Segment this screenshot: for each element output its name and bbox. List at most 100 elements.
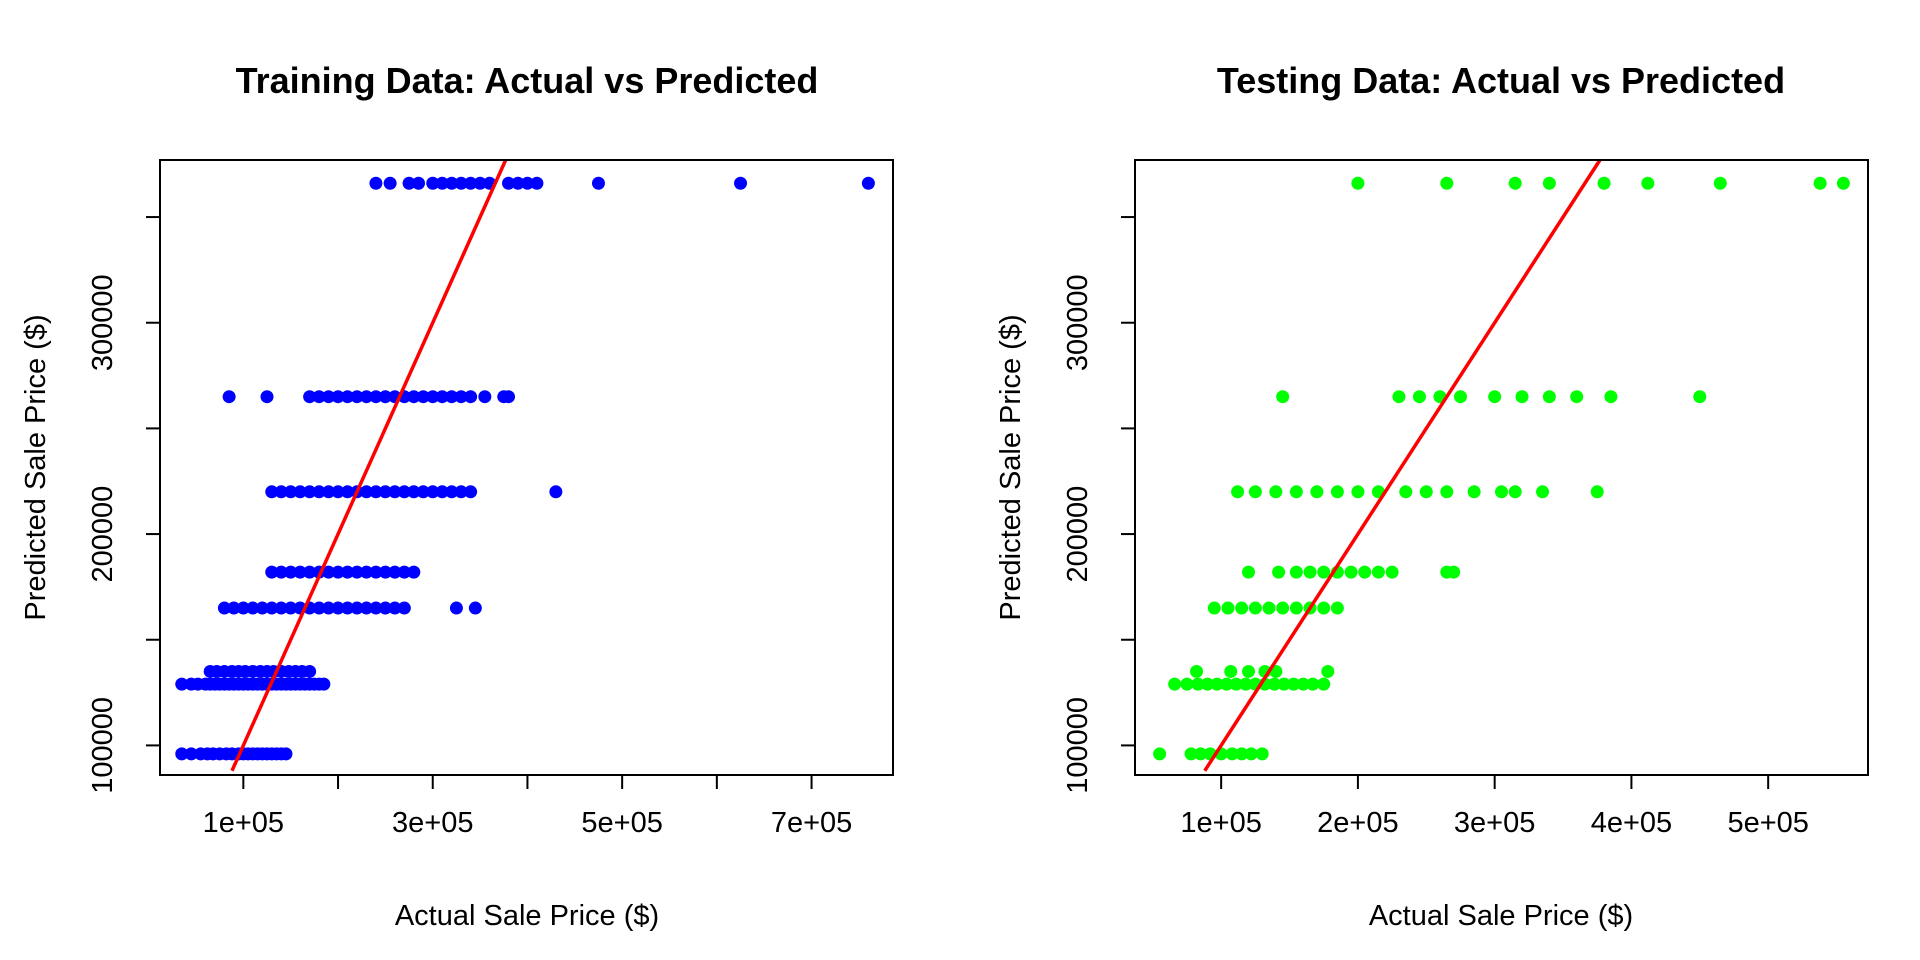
testing-data-point — [1277, 677, 1291, 691]
training-data-point — [303, 390, 317, 404]
training-data-point — [426, 176, 440, 190]
testing-x-tick-label: 2e+05 — [1317, 807, 1398, 839]
training-data-point — [478, 390, 492, 404]
training-data-point — [303, 485, 317, 499]
testing-data-point — [1210, 677, 1224, 691]
testing-data-point — [1180, 677, 1194, 691]
testing-data-point — [1242, 565, 1256, 579]
training-data-point — [331, 565, 345, 579]
training-data-point — [284, 565, 298, 579]
training-data-point — [312, 390, 326, 404]
training-x-tick-label: 5e+05 — [581, 807, 662, 839]
training-data-point — [511, 176, 525, 190]
testing-data-point — [1604, 390, 1618, 404]
training-data-point — [274, 565, 288, 579]
testing-data-point — [1306, 677, 1320, 691]
testing-data-point — [1536, 485, 1550, 499]
training-data-point — [284, 485, 298, 499]
training-data-point — [175, 747, 189, 761]
training-data-point — [397, 565, 411, 579]
training-data-point — [322, 485, 336, 499]
training-data-point — [549, 485, 563, 499]
testing-data-point — [1248, 485, 1262, 499]
training-data-point — [369, 390, 383, 404]
training-data-point — [369, 565, 383, 579]
testing-panel: Testing Data: Actual vs Predicted Actual… — [995, 60, 1869, 932]
testing-data-point — [1508, 176, 1522, 190]
training-y-tick-label: 100000 — [87, 697, 119, 794]
training-data-point — [502, 390, 516, 404]
training-data-point — [341, 390, 355, 404]
testing-data-point — [1488, 390, 1502, 404]
testing-data-point — [1836, 176, 1850, 190]
training-data-point — [464, 485, 478, 499]
testing-data-point — [1296, 677, 1310, 691]
training-data-point — [388, 565, 402, 579]
training-data-point — [303, 565, 317, 579]
training-data-point — [293, 485, 307, 499]
testing-data-point — [1813, 176, 1827, 190]
testing-data-point — [1310, 485, 1324, 499]
testing-data-point — [1713, 176, 1727, 190]
training-data-point — [454, 485, 468, 499]
training-data-point — [293, 565, 307, 579]
testing-x-tick-label: 3e+05 — [1454, 807, 1535, 839]
training-data-point — [435, 390, 449, 404]
testing-data-point — [1330, 485, 1344, 499]
training-data-point — [350, 601, 364, 615]
testing-data-point — [1508, 485, 1522, 499]
testing-data-point — [1221, 601, 1235, 615]
testing-data-point — [1276, 601, 1290, 615]
testing-data-point — [1317, 677, 1331, 691]
testing-data-point — [1289, 485, 1303, 499]
training-y-axis-label: Predicted Sale Price ($) — [20, 314, 52, 620]
testing-data-point — [1693, 390, 1707, 404]
training-x-tick-label: 7e+05 — [771, 807, 852, 839]
training-data-point — [449, 601, 463, 615]
training-data-point — [341, 565, 355, 579]
training-data-point — [445, 485, 459, 499]
training-points — [175, 176, 875, 761]
testing-data-point — [1235, 747, 1249, 761]
testing-data-point — [1303, 565, 1317, 579]
training-data-point — [359, 485, 373, 499]
testing-y-axis-label: Predicted Sale Price ($) — [995, 314, 1027, 620]
testing-data-point — [1597, 176, 1611, 190]
training-data-point — [402, 176, 416, 190]
testing-data-point — [1255, 747, 1269, 761]
testing-x-tick-label: 1e+05 — [1180, 807, 1261, 839]
training-data-point — [312, 485, 326, 499]
training-data-point — [378, 601, 392, 615]
testing-data-point — [1287, 677, 1301, 691]
training-data-point — [184, 747, 198, 761]
testing-data-point — [1440, 485, 1454, 499]
testing-data-point — [1190, 664, 1204, 678]
training-data-point — [426, 485, 440, 499]
training-data-point — [454, 176, 468, 190]
testing-y-tick-label: 200000 — [1062, 486, 1094, 583]
training-data-point — [260, 390, 274, 404]
training-data-point — [217, 601, 231, 615]
training-data-point — [383, 176, 397, 190]
training-data-point — [369, 176, 383, 190]
testing-data-point — [1515, 390, 1529, 404]
training-data-point — [359, 390, 373, 404]
testing-plot-frame — [1134, 159, 1869, 776]
testing-data-point — [1224, 664, 1238, 678]
testing-data-point — [1269, 485, 1283, 499]
training-data-point — [312, 601, 326, 615]
testing-data-point — [1244, 747, 1258, 761]
training-data-point — [435, 176, 449, 190]
training-y-tick-label: 200000 — [87, 486, 119, 583]
training-x-tick-label: 1e+05 — [203, 807, 284, 839]
testing-data-point — [1641, 176, 1655, 190]
training-data-point — [341, 485, 355, 499]
training-data-point — [378, 390, 392, 404]
training-data-point — [227, 601, 241, 615]
testing-data-point — [1542, 176, 1556, 190]
training-data-point — [388, 601, 402, 615]
training-panel: Training Data: Actual vs Predicted Actua… — [20, 60, 894, 932]
testing-data-point — [1225, 747, 1239, 761]
training-data-point — [397, 485, 411, 499]
